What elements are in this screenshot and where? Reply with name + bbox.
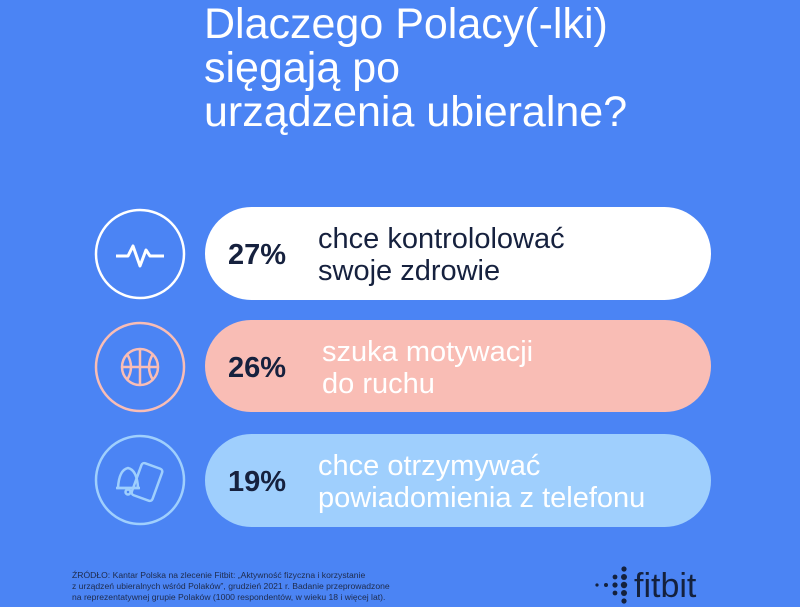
source-line: z urządzeń ubieralnych wśród Polaków”, g… [72,581,390,591]
percent: 26% [228,352,286,384]
percent: 19% [228,466,286,498]
ball-icon [120,347,160,387]
label-line: chce kontrololować [318,223,565,255]
percent: 27% [228,239,286,271]
source-line: na reprezentatywnej grupie Polaków (1000… [72,592,385,602]
title: Dlaczego Polacy(-lki) sięgają po urządze… [204,0,627,136]
title-line: urządzenia ubieralne? [204,88,627,136]
source-line: ŹRÓDŁO: Kantar Polska na zlecenie Fitbit… [72,570,365,580]
label-line: szuka motywacji [322,336,533,368]
label-line: do ruchu [322,368,435,400]
icon-circle [94,208,186,300]
logo-dots [595,566,628,604]
label-line: powiadomienia z telefonu [318,482,645,514]
title-line: Dlaczego Polacy(-lki) [204,0,608,48]
pulse-icon [116,244,164,268]
brand: fitbit [634,567,697,605]
icon-circle [94,321,186,413]
pill [205,207,711,300]
notification-icon [116,461,164,503]
label-line: swoje zdrowie [318,255,500,287]
title-line: sięgają po [204,44,400,92]
pill [205,434,711,527]
pill [205,320,711,412]
icon-circle [94,434,186,526]
label-line: chce otrzymywać [318,450,540,482]
